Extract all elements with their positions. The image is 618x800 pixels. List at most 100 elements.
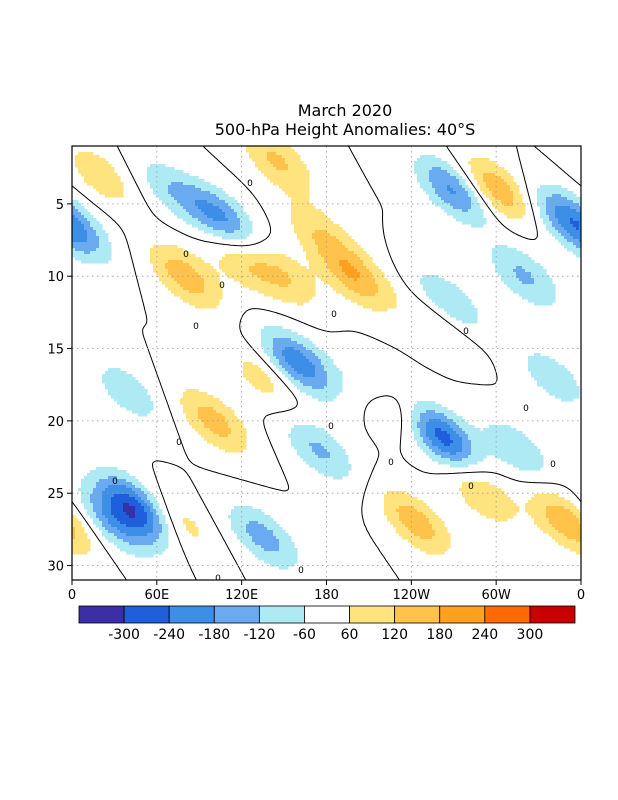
anomaly-cell [105, 371, 127, 375]
anomaly-cell [261, 170, 310, 174]
anomaly-cell [540, 527, 556, 531]
anomaly-cell [426, 431, 436, 435]
anomaly-cell [450, 425, 460, 429]
anomaly-cell [81, 212, 91, 216]
anomaly-cell [153, 263, 166, 267]
anomaly-cell [108, 389, 148, 393]
anomaly-cell [153, 530, 163, 534]
anomaly-cell [423, 440, 433, 444]
anomaly-cell [291, 338, 310, 342]
anomaly-cell [534, 377, 574, 381]
anomaly-cell [489, 188, 511, 192]
anomaly-cell [294, 347, 307, 351]
anomaly-cell [291, 365, 316, 369]
colorbar-swatch [168, 605, 215, 624]
anomaly-cell [396, 509, 418, 513]
anomaly-cell [99, 527, 106, 531]
anomaly-cell [315, 230, 328, 234]
anomaly-cell [129, 503, 142, 507]
anomaly-cell [420, 416, 448, 420]
anomaly-cell [537, 203, 547, 207]
anomaly-cell [195, 428, 211, 432]
anomaly-cell [465, 431, 523, 435]
anomaly-cell [303, 344, 316, 348]
anomaly-cell [291, 212, 325, 216]
anomaly-cell [264, 173, 310, 177]
anomaly-cell [540, 206, 547, 210]
anomaly-cell [156, 194, 172, 198]
anomaly-cell [270, 563, 295, 567]
anomaly-cell [183, 410, 199, 414]
anomaly-cell [285, 347, 295, 351]
anomaly-cell [300, 350, 313, 354]
anomaly-cell [228, 425, 244, 429]
anomaly-cell [75, 536, 88, 540]
anomaly-cell [549, 392, 580, 396]
anomaly-cell [96, 512, 103, 516]
anomaly-cell [285, 161, 304, 165]
anomaly-cell [108, 368, 121, 372]
anomaly-cell [198, 416, 226, 420]
anomaly-cell [459, 434, 469, 438]
anomaly-cell [396, 530, 412, 534]
anomaly-cell [219, 263, 256, 267]
anomaly-cell [468, 191, 475, 195]
anomaly-cell [426, 551, 445, 555]
anomaly-cell [117, 476, 136, 480]
anomaly-cell [420, 182, 433, 186]
anomaly-cell [96, 248, 112, 252]
anomaly-cell [579, 224, 581, 228]
anomaly-cell [426, 434, 436, 438]
anomaly-cell [474, 176, 484, 180]
anomaly-cell [168, 287, 184, 291]
anomaly-cell [468, 161, 496, 165]
anomaly-cell [363, 260, 373, 264]
anomaly-cell [321, 362, 334, 366]
anomaly-cell [552, 536, 568, 540]
anomaly-cell [72, 206, 76, 210]
anomaly-cell [162, 527, 169, 531]
anomaly-cell [549, 230, 559, 234]
anomaly-cell [183, 287, 205, 291]
anomaly-cell [72, 239, 88, 243]
anomaly-cell [414, 164, 451, 168]
anomaly-cell [165, 266, 193, 270]
anomaly-cell [96, 467, 118, 471]
anomaly-cell [294, 230, 316, 234]
anomaly-cell [471, 446, 538, 450]
anomaly-cell [102, 494, 115, 498]
anomaly-cell [471, 158, 490, 162]
anomaly-cell [441, 197, 472, 201]
anomaly-cell [219, 434, 229, 438]
anomaly-cell [426, 425, 451, 429]
anomaly-cell [357, 278, 376, 282]
anomaly-cell [171, 209, 187, 213]
anomaly-cell [546, 512, 574, 516]
anomaly-cell [153, 542, 169, 546]
anomaly-cell [462, 185, 469, 189]
anomaly-cell [168, 260, 184, 264]
anomaly-cell [81, 479, 100, 483]
anomaly-cell [552, 194, 562, 198]
anomaly-cell [150, 251, 190, 255]
anomaly-cell [501, 278, 520, 282]
anomaly-cell [318, 248, 349, 252]
anomaly-cell [333, 476, 343, 480]
anomaly-cell [453, 188, 466, 192]
anomaly-cell [99, 245, 112, 249]
anomaly-cell [300, 242, 316, 246]
anomaly-cell [255, 542, 280, 546]
anomaly-cell [411, 422, 418, 426]
anomaly-cell [72, 224, 85, 228]
anomaly-cell [162, 200, 178, 204]
anomaly-cell [108, 392, 148, 396]
anomaly-cell [222, 413, 235, 417]
anomaly-cell [513, 290, 556, 294]
anomaly-cell [81, 485, 97, 489]
anomaly-cell [165, 284, 181, 288]
anomaly-cell [411, 419, 421, 423]
anomaly-cell [276, 356, 286, 360]
anomaly-cell [144, 506, 151, 510]
anomaly-cell [117, 545, 169, 549]
anomaly-cell [225, 212, 238, 216]
